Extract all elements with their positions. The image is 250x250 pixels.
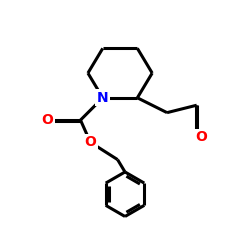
Text: O: O xyxy=(84,135,96,149)
Text: O: O xyxy=(41,113,53,127)
Text: N: N xyxy=(97,91,108,105)
Text: O: O xyxy=(196,130,207,144)
